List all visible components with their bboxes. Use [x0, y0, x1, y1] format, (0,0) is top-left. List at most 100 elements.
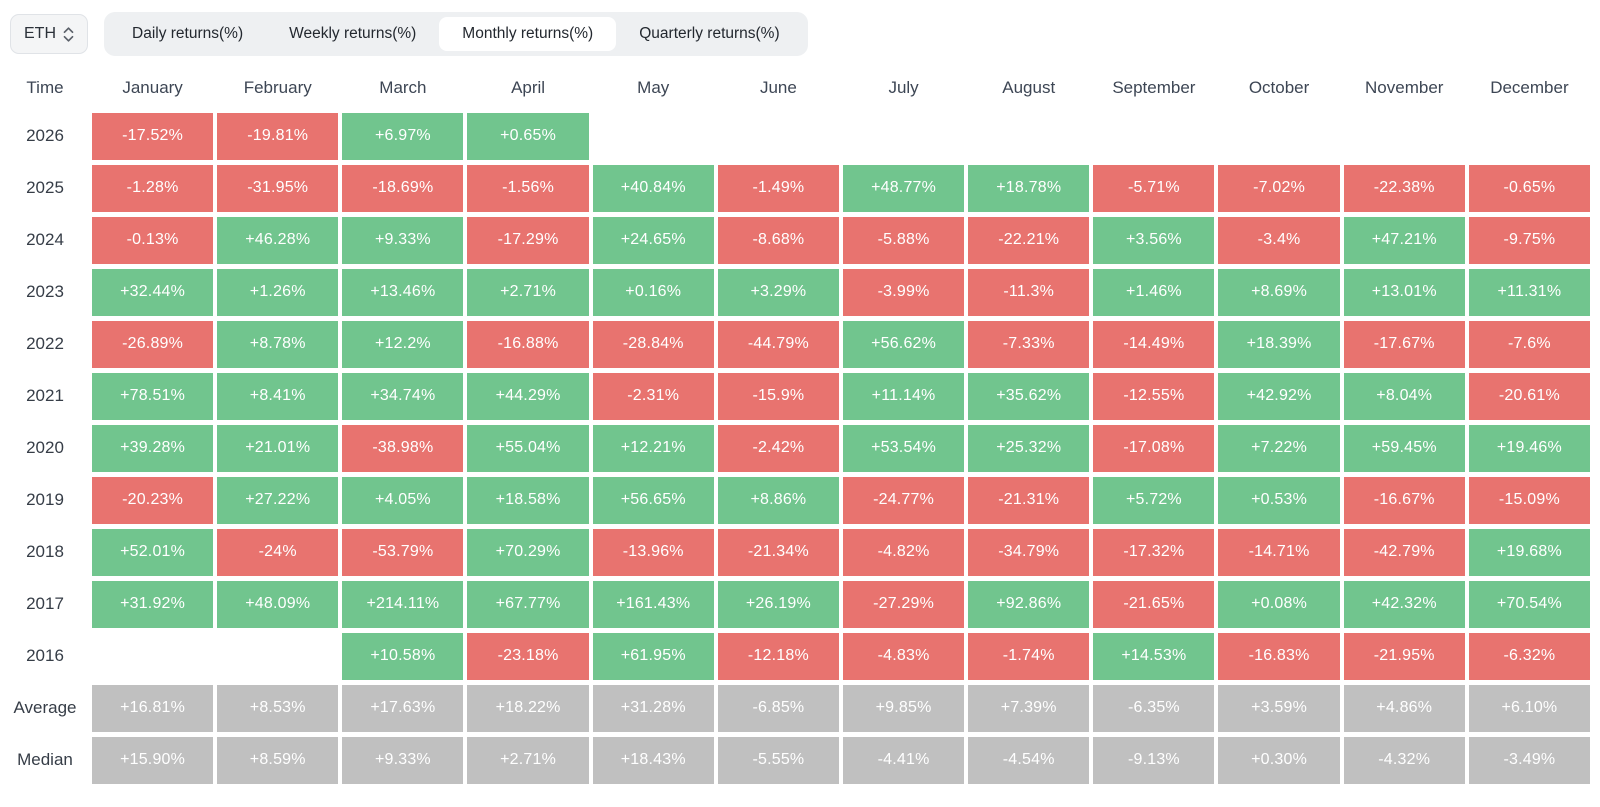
cell-wrapper: +6.10% [1467, 682, 1592, 734]
cell-wrapper: +0.53% [1216, 474, 1341, 526]
return-cell: +35.62% [968, 372, 1090, 420]
return-cell: +56.62% [842, 320, 965, 368]
cell-wrapper: +17.63% [340, 682, 465, 734]
return-cell: +18.78% [968, 164, 1090, 212]
cell-wrapper: +8.69% [1216, 266, 1341, 318]
cell-wrapper: +6.97% [340, 110, 465, 162]
cell-wrapper: -4.83% [841, 630, 966, 682]
column-header-november: November [1365, 78, 1444, 97]
table-row-2021: 2021 +78.51% +8.41% +34.74% +44.29% -2.31% -15… [0, 370, 1592, 422]
cell-wrapper: +13.46% [340, 266, 465, 318]
return-cell: -6.32% [1468, 632, 1590, 680]
cell-wrapper: +46.28% [215, 214, 340, 266]
cell-wrapper: +56.62% [841, 318, 966, 370]
return-cell: -28.84% [592, 320, 714, 368]
cell-wrapper: +32.44% [90, 266, 215, 318]
return-cell [1218, 113, 1339, 160]
cell-wrapper: +19.68% [1467, 526, 1592, 578]
column-header-february: February [243, 78, 312, 97]
row-label: 2025 [26, 178, 64, 197]
cell-wrapper: -34.79% [966, 526, 1091, 578]
cell-wrapper: +12.2% [340, 318, 465, 370]
return-cell: +161.43% [592, 580, 714, 628]
cell-wrapper: -9.75% [1467, 214, 1592, 266]
cell-wrapper: +18.78% [966, 162, 1091, 214]
return-cell: -17.52% [92, 112, 214, 160]
cell-wrapper: +56.65% [591, 474, 716, 526]
return-cell: +44.29% [467, 372, 589, 420]
return-cell: +56.65% [592, 476, 714, 524]
row-label: 2016 [26, 646, 64, 665]
cell-wrapper: -14.71% [1216, 526, 1341, 578]
cell-wrapper: -16.83% [1216, 630, 1341, 682]
return-cell: -26.89% [92, 320, 214, 368]
cell-wrapper: +27.22% [215, 474, 340, 526]
return-cell: +214.11% [342, 580, 464, 628]
return-cell: +2.71% [467, 736, 589, 784]
return-cell: -18.69% [342, 164, 464, 212]
return-cell: -0.65% [1468, 164, 1590, 212]
cell-wrapper: +7.22% [1216, 422, 1341, 474]
cell-wrapper: -21.95% [1342, 630, 1467, 682]
tab-quarterly-returns[interactable]: Quarterly returns(%) [639, 25, 780, 42]
cell-wrapper: +42.92% [1216, 370, 1341, 422]
return-cell: +78.51% [92, 372, 214, 420]
tab-monthly-returns[interactable]: Monthly returns(%) [439, 17, 617, 51]
column-header-may: May [637, 78, 670, 97]
row-label: 2026 [26, 126, 64, 145]
row-label: Average [13, 698, 77, 717]
return-cell [1093, 113, 1214, 160]
cell-wrapper: -17.08% [1091, 422, 1216, 474]
return-cell: -16.67% [1343, 476, 1465, 524]
return-cell: +0.53% [1218, 476, 1340, 524]
cell-wrapper: -5.55% [716, 734, 841, 786]
cell-wrapper: -27.29% [841, 578, 966, 630]
cell-wrapper: -21.34% [716, 526, 841, 578]
cell-wrapper: -1.49% [716, 162, 841, 214]
cell-wrapper: -15.9% [716, 370, 841, 422]
tab-weekly-returns[interactable]: Weekly returns(%) [289, 25, 417, 42]
cell-wrapper: -22.21% [966, 214, 1091, 266]
return-cell [593, 113, 714, 160]
return-cell: -4.82% [842, 528, 965, 576]
return-cell: -1.49% [717, 164, 839, 212]
cell-wrapper: +18.43% [591, 734, 716, 786]
table-row-2026: 2026 -17.52% -19.81% +6.97% +0.65% [0, 110, 1592, 162]
return-cell [92, 633, 213, 680]
return-cell: +21.01% [217, 424, 339, 472]
cell-wrapper: +18.39% [1216, 318, 1341, 370]
cell-wrapper: -13.96% [591, 526, 716, 578]
return-cell: +18.39% [1218, 320, 1340, 368]
return-cell: -14.49% [1093, 320, 1215, 368]
table-row-2019: 2019 -20.23% +27.22% +4.05% +18.58% +56.65% +8… [0, 474, 1592, 526]
cell-wrapper: +3.29% [716, 266, 841, 318]
return-cell: -1.56% [467, 164, 589, 212]
return-cell: +31.92% [92, 580, 214, 628]
cell-wrapper: -9.13% [1091, 734, 1216, 786]
return-cell: -16.83% [1218, 632, 1340, 680]
cell-wrapper: -2.42% [716, 422, 841, 474]
cell-wrapper: +70.29% [465, 526, 590, 578]
cell-wrapper: -8.68% [716, 214, 841, 266]
return-cell: +9.33% [342, 216, 464, 264]
column-header-january: January [122, 78, 183, 97]
return-cell: +18.43% [592, 736, 714, 784]
return-cell: +8.69% [1218, 268, 1340, 316]
cell-wrapper: +13.01% [1342, 266, 1467, 318]
return-cell: +26.19% [717, 580, 839, 628]
return-cell: +70.29% [467, 528, 589, 576]
tab-daily-returns[interactable]: Daily returns(%) [132, 25, 244, 42]
return-cell: -14.71% [1218, 528, 1340, 576]
return-cell: -2.42% [717, 424, 839, 472]
cell-wrapper: +34.74% [340, 370, 465, 422]
asset-selector[interactable]: ETH [10, 14, 88, 54]
cell-wrapper [215, 630, 340, 682]
cell-wrapper: +8.59% [215, 734, 340, 786]
return-cell: +55.04% [467, 424, 589, 472]
table-row-2024: 2024 -0.13% +46.28% +9.33% -17.29% +24.65% -8.… [0, 214, 1592, 266]
cell-wrapper: -24.77% [841, 474, 966, 526]
return-cell: +92.86% [968, 580, 1090, 628]
column-header-time: Time [26, 78, 64, 97]
row-label: 2024 [26, 230, 64, 249]
return-cell: +19.68% [1468, 528, 1590, 576]
